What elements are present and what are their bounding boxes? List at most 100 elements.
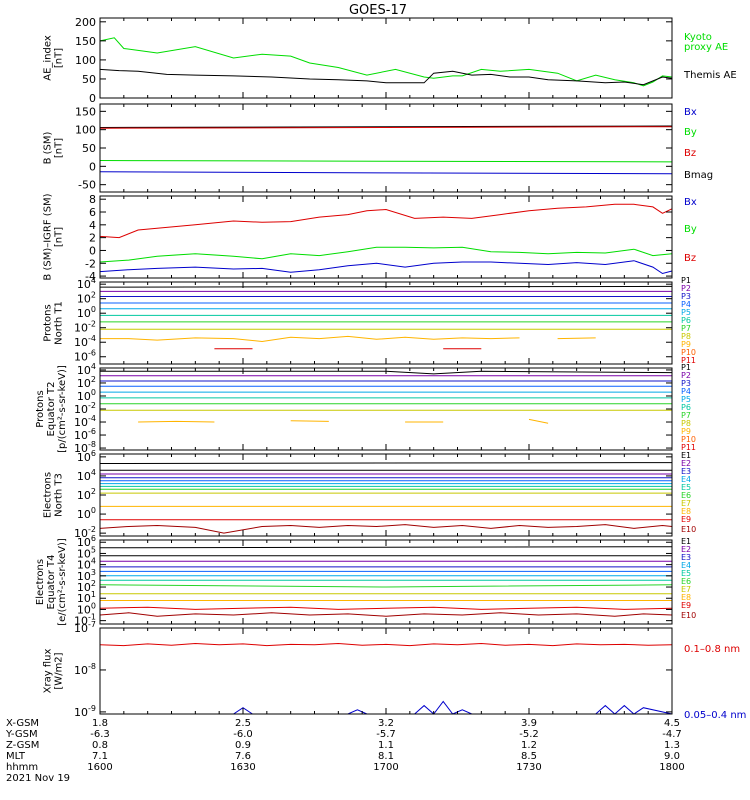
legend-entry: E5 xyxy=(681,569,691,578)
y-tick-label: 6 xyxy=(89,206,96,219)
footer-label: Z-GSM xyxy=(6,740,39,751)
legend-entry: E1 xyxy=(681,451,691,460)
legend-entry: P9 xyxy=(681,427,691,436)
footer-label: X-GSM xyxy=(6,718,39,729)
legend-entry: P8 xyxy=(681,332,691,341)
legend-entry: Bx xyxy=(684,107,697,118)
y-tick-label: 150 xyxy=(75,105,96,118)
footer-value: 1700 xyxy=(373,762,398,773)
legend-entry: P4 xyxy=(681,300,691,309)
footer-value: 9.0 xyxy=(664,751,680,762)
legend-entry: E9 xyxy=(681,515,691,524)
legend-entry: P6 xyxy=(681,316,691,325)
y-axis-label: North T3 xyxy=(54,473,65,517)
y-tick-label: 102 xyxy=(77,487,96,502)
y-tick-label: 50 xyxy=(82,142,96,155)
legend-entry: P5 xyxy=(681,308,691,317)
footer-label: 2021 Nov 19 xyxy=(6,773,70,784)
y-tick-label: 104 xyxy=(77,362,96,377)
y-tick-label: 106 xyxy=(77,534,96,549)
legend-entry: 0.1–0.8 nm xyxy=(684,644,740,655)
y-tick-label: 10-1 xyxy=(74,613,96,628)
y-tick-label: 10-8 xyxy=(74,662,96,677)
y-tick-label: 101 xyxy=(77,590,96,605)
footer-value: 1.1 xyxy=(378,740,394,751)
series-line-pnorth-8 xyxy=(100,335,520,343)
y-tick-label: 100 xyxy=(77,506,96,521)
legend-entry: Bx xyxy=(684,197,697,208)
footer-value: 2.5 xyxy=(235,718,251,729)
footer-value: -5.2 xyxy=(519,729,539,740)
legend-entry: E6 xyxy=(681,491,691,500)
footer-value: 7.1 xyxy=(92,751,108,762)
legend-entry: By xyxy=(684,224,697,235)
series-line-ae-1 xyxy=(99,68,673,86)
legend-entry: P10 xyxy=(681,435,696,444)
legend-entry: E10 xyxy=(681,611,696,620)
y-axis-label: Xray flux xyxy=(43,649,54,694)
series-line-eequator-10 xyxy=(99,606,673,610)
y-tick-label: 104 xyxy=(77,557,96,572)
series-line-bdiff-0 xyxy=(99,203,673,239)
footer-label: MLT xyxy=(6,751,26,762)
legend-entry: E10 xyxy=(681,525,696,534)
legend-entry: P2 xyxy=(681,371,691,380)
footer-value: -5.7 xyxy=(376,729,396,740)
panel-xray: 10-7 10-8 10-9 Xray flux [W/m2] 0.1–0.8 nm 0.0… xyxy=(43,620,747,721)
series-line-bsm-0 xyxy=(99,125,673,128)
legend-entry: E3 xyxy=(681,553,691,562)
y-tick-label: 104 xyxy=(77,468,96,483)
y-axis-label: [nT] xyxy=(54,227,65,247)
series-line-pequator-0 xyxy=(100,370,673,375)
y-axis-label: Protons xyxy=(35,390,46,427)
plot-title: GOES-17 xyxy=(349,3,407,18)
y-axis-label: [nT] xyxy=(54,48,65,68)
legend-entry: E9 xyxy=(681,601,691,610)
footer-value: 0.8 xyxy=(92,740,108,751)
legend-entry: E4 xyxy=(681,475,691,484)
legend-entry: E2 xyxy=(681,545,691,554)
series-line-ae-0 xyxy=(99,37,673,87)
y-axis-label: [W/m2] xyxy=(54,652,65,689)
y-tick-label: 103 xyxy=(77,568,96,583)
y-axis-label: [nT] xyxy=(54,138,65,158)
legend-entry: E4 xyxy=(681,561,691,570)
y-tick-label: 100 xyxy=(77,388,96,403)
y-tick-label: -4 xyxy=(85,270,96,283)
plot-frame xyxy=(99,539,673,625)
legend-entry: E3 xyxy=(681,467,691,476)
y-tick-label: 10-2 xyxy=(74,525,96,540)
footer-value: 8.1 xyxy=(378,751,394,762)
y-axis-label: Electrons xyxy=(35,559,46,605)
y-axis-label: [e/(cm²-s-sr-keV)] xyxy=(57,538,68,626)
y-axis-label: B (SM)–IGRF (SM) xyxy=(43,193,54,280)
y-tick-label: 10-2 xyxy=(74,401,96,416)
legend-entry: P1 xyxy=(681,363,691,372)
legend-entry: P10 xyxy=(681,348,696,357)
y-tick-label: 150 xyxy=(75,35,96,48)
y-tick-label: 0 xyxy=(89,92,96,105)
legend-entry: By xyxy=(684,127,697,138)
legend-entry: proxy AE xyxy=(684,42,728,53)
legend-entry: P7 xyxy=(681,411,691,420)
y-tick-label: 102 xyxy=(77,291,96,306)
series-line-pequator-11 xyxy=(528,418,549,424)
series-line-bsm-2 xyxy=(99,160,673,163)
series-line-eequator-11 xyxy=(99,612,673,617)
y-tick-label: 0 xyxy=(89,244,96,257)
legend-entry: Bmag xyxy=(684,170,713,181)
legend-entry: P3 xyxy=(681,379,691,388)
legend-entry: E7 xyxy=(681,585,691,594)
footer-value: 0.9 xyxy=(235,740,251,751)
legend-entry: P1 xyxy=(681,276,691,285)
y-tick-label: 106 xyxy=(77,449,96,464)
y-tick-label: 2 xyxy=(89,232,96,245)
footer-value: 1800 xyxy=(659,762,684,773)
y-tick-label: 10-2 xyxy=(74,320,96,335)
